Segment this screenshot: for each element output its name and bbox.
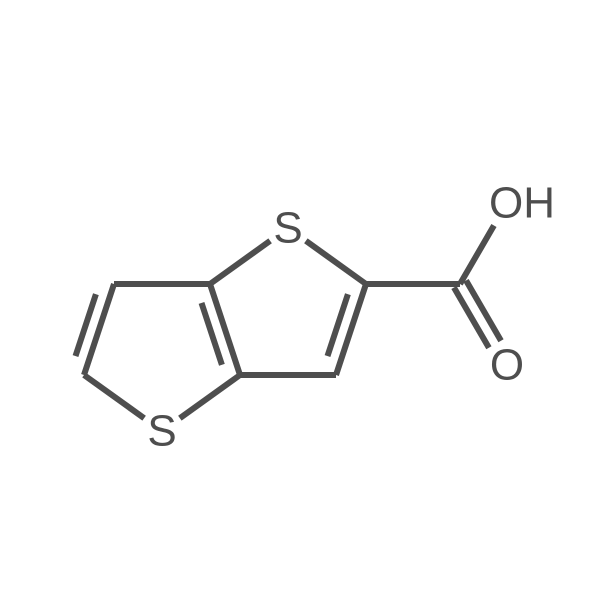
- s-atom-label: S: [273, 204, 302, 253]
- o-atom-label: O: [490, 341, 524, 390]
- oh-atom-label: OH: [489, 179, 555, 228]
- bond-layer: [76, 225, 502, 418]
- s-atom-label: S: [147, 407, 176, 456]
- molecule-canvas: S S O OH: [0, 0, 600, 600]
